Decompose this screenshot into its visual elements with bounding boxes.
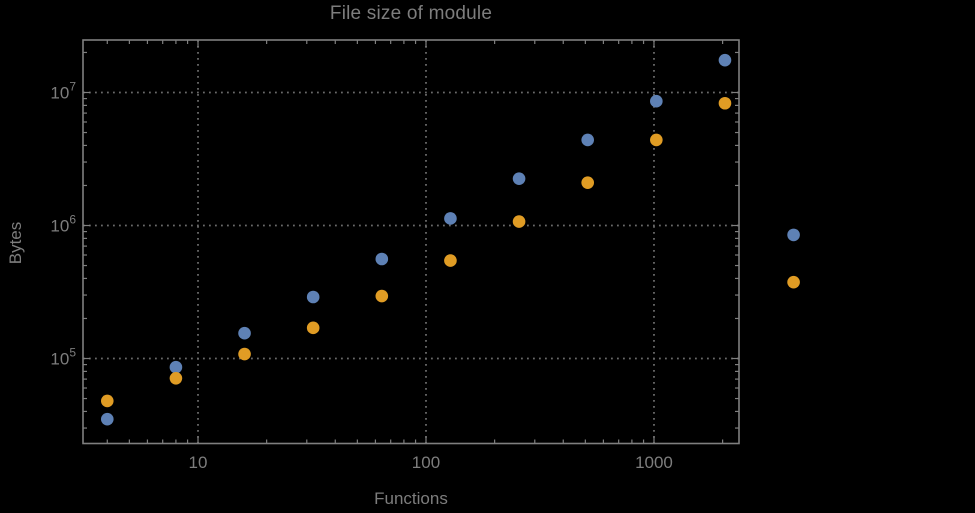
data-point-blue-series-x64 bbox=[375, 252, 389, 266]
data-point-blue-series-x16 bbox=[238, 326, 251, 340]
x-tick-label-100: 100 bbox=[412, 453, 440, 472]
data-point-blue-series-x256 bbox=[512, 172, 526, 185]
data-point-orange-series-x32 bbox=[306, 321, 320, 335]
y-tick-label-10e5: 105 bbox=[50, 346, 76, 369]
y-tick-label-10e6: 106 bbox=[50, 213, 76, 236]
data-point-blue-series-x512 bbox=[581, 133, 594, 147]
data-point-orange-series-x4096 bbox=[787, 275, 800, 289]
data-point-blue-series-x4096 bbox=[787, 228, 800, 242]
data-point-blue-series-x4 bbox=[100, 412, 114, 426]
y-tick-label-10e7: 107 bbox=[50, 79, 76, 102]
data-point-orange-series-x64 bbox=[375, 289, 389, 303]
y-axis-label: Bytes bbox=[6, 221, 25, 265]
data-point-orange-series-x512 bbox=[581, 176, 594, 189]
data-point-blue-series-x2048 bbox=[718, 53, 732, 67]
data-point-orange-series-x8 bbox=[169, 371, 183, 385]
plot-frame bbox=[82, 39, 740, 445]
data-point-orange-series-x256 bbox=[512, 215, 526, 228]
data-point-orange-series-x16 bbox=[238, 347, 251, 361]
data-point-orange-series-x2048 bbox=[718, 96, 732, 110]
data-point-orange-series-x1024 bbox=[650, 133, 663, 147]
x-tick-label-1000: 1000 bbox=[635, 453, 673, 472]
data-point-blue-series-x8 bbox=[169, 360, 183, 374]
x-axis-label: Functions bbox=[374, 489, 448, 508]
data-point-orange-series-x4 bbox=[100, 394, 114, 408]
data-point-blue-series-x128 bbox=[444, 212, 457, 225]
x-tick-label-10: 10 bbox=[189, 453, 208, 472]
data-point-orange-series-x128 bbox=[444, 254, 457, 267]
data-point-blue-series-x32 bbox=[306, 290, 320, 304]
chart-title: File size of module bbox=[329, 3, 493, 24]
data-point-blue-series-x1024 bbox=[650, 94, 663, 108]
